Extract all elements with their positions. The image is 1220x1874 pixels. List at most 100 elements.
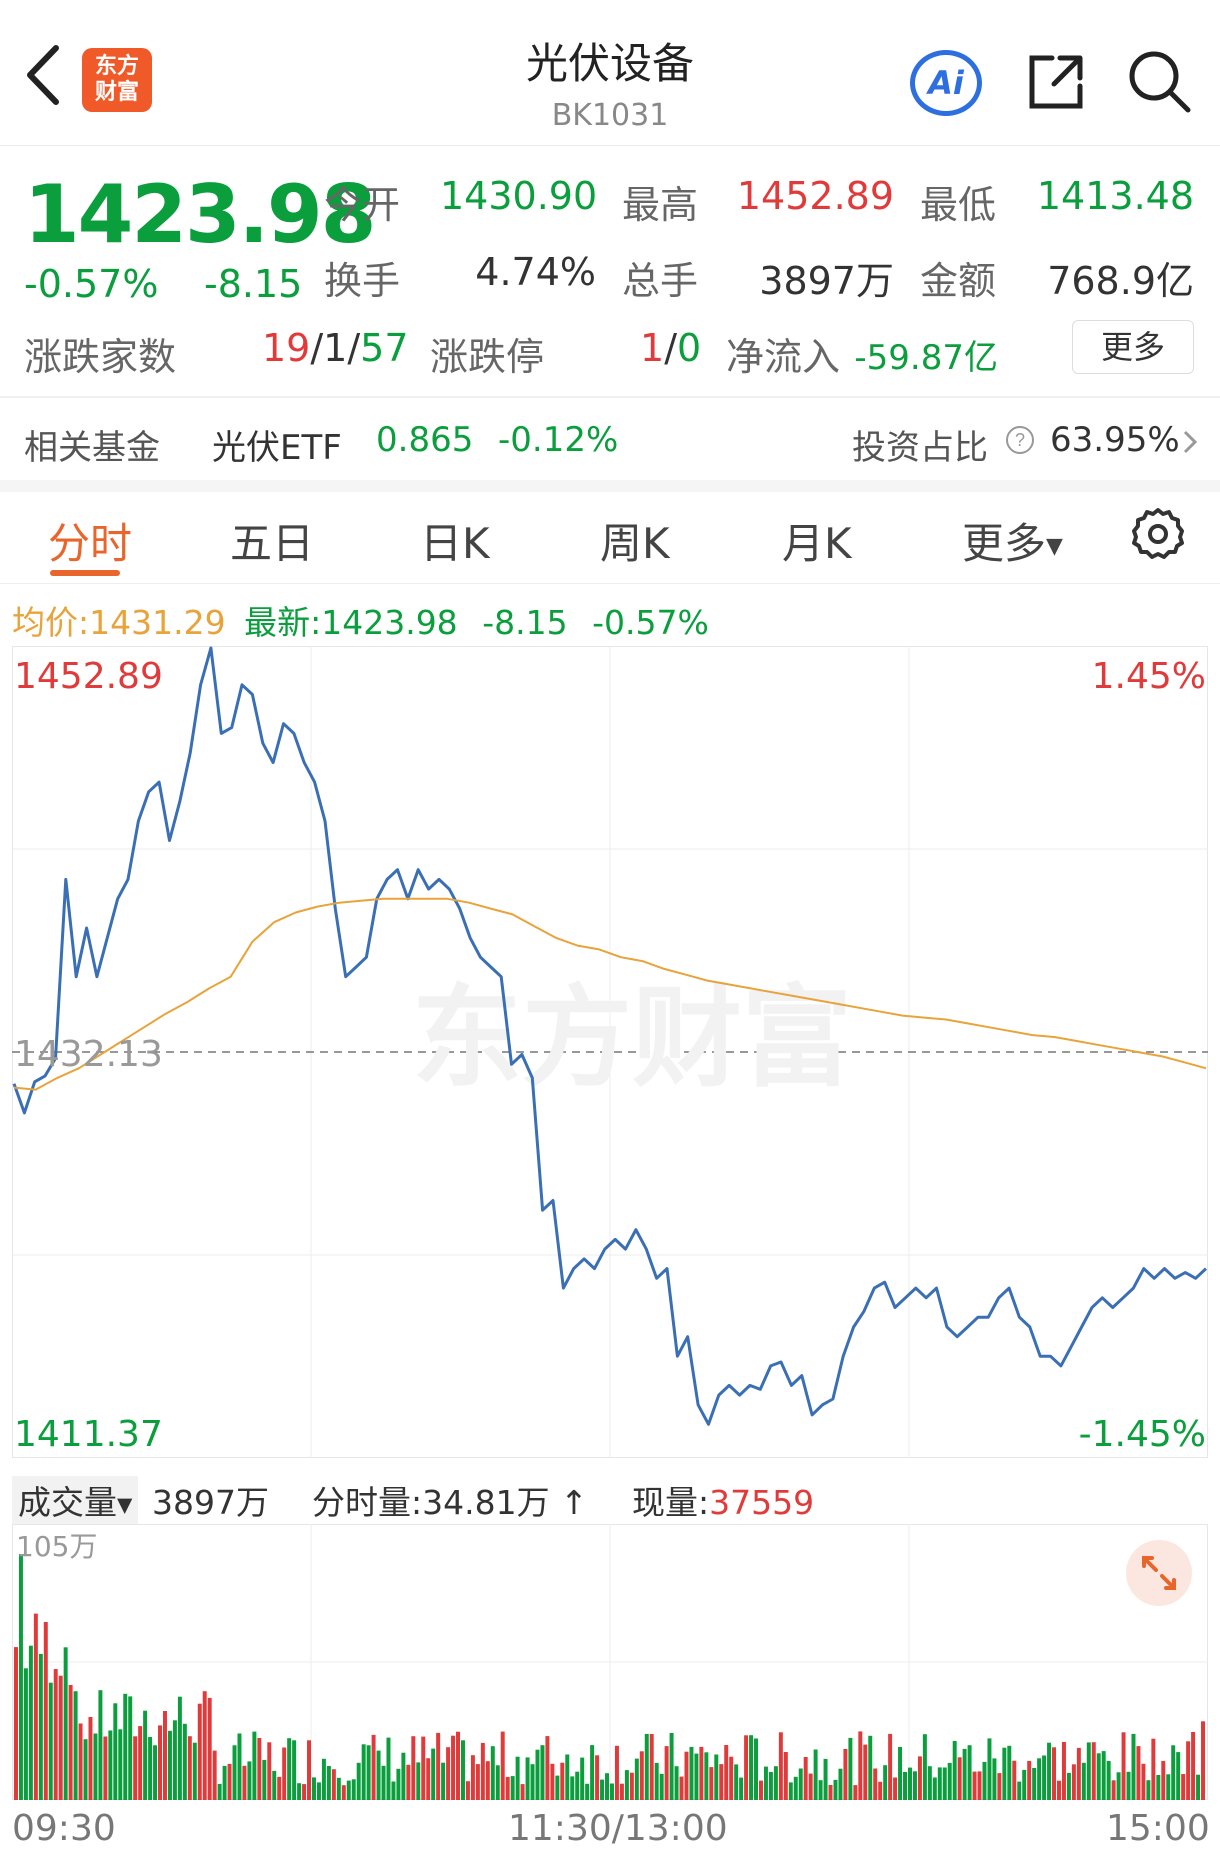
volume-bar [610,1783,614,1800]
volume-bar [947,1762,952,1800]
time-tick-close: 15:00 [1106,1808,1210,1849]
time-tick-open: 09:30 [12,1808,116,1849]
volume-bar [53,1669,58,1800]
y-axis-top-pct: 1.45% [1092,656,1206,697]
volume-bar [739,1777,744,1800]
volume-bar [1012,1760,1017,1800]
volume-bar [1146,1780,1151,1800]
related-fund-row[interactable]: 相关基金 光伏ETF 0.865 -0.12% 投资占比 ? 63.95% [0,410,1220,480]
turnover-value: 4.74% [475,250,596,294]
volume-bar [1181,1774,1186,1800]
tab-five-day[interactable]: 五日 [230,519,315,568]
breadth-label: 涨跌家数 [24,335,177,379]
volume-bar [1061,1742,1066,1800]
share-icon[interactable] [1024,50,1088,114]
top-bar: 东方 财富 光伏设备 BK1031 Ai [0,0,1220,146]
volume-bar [962,1748,967,1800]
ratio-label: 投资占比 [852,428,988,468]
volume-bar [679,1776,684,1800]
volume-bar [396,1768,401,1800]
volume-bar [510,1776,515,1800]
volume-bar [614,1745,619,1800]
volume-value: 3897万 [759,259,894,303]
volume-bar [813,1749,818,1800]
chevron-left-icon[interactable] [18,40,68,110]
volume-bar [674,1766,679,1800]
volume-bar [197,1703,202,1800]
volume-bar [68,1685,73,1800]
volume-bar [83,1739,88,1800]
volume-bar [550,1763,555,1800]
volume-bar [590,1745,595,1800]
volume-total: 3897万 [152,1483,269,1522]
volume-bar [202,1691,207,1800]
volume-bar [754,1738,758,1800]
volume-bar [903,1772,907,1800]
volume-bar [605,1773,609,1800]
volume-bar [644,1733,649,1800]
volume-bar [1111,1780,1116,1800]
volume-bar [1081,1762,1086,1800]
tab-more[interactable]: 更多▼ [962,519,1063,568]
volume-bar [1171,1745,1176,1800]
expand-icon[interactable] [1126,1540,1192,1606]
search-icon[interactable] [1126,48,1192,114]
volume-bar [1037,1758,1042,1800]
volume-bar [1196,1774,1201,1800]
divider [0,396,1220,398]
volume-bar [128,1696,133,1800]
more-button[interactable]: 更多 [1072,320,1194,374]
volume-bar [312,1777,316,1800]
latest-change: -8.15 [482,603,568,642]
gear-icon[interactable] [1128,504,1188,564]
volume-bar [406,1764,411,1800]
volume-bar [1096,1753,1101,1800]
volume-bar [1066,1772,1071,1800]
volume-bar [1141,1763,1146,1800]
volume-bar [634,1758,639,1800]
intraday-price-chart[interactable]: 东方财富 1452.89 1432.13 1411.37 1.45% -1.45… [12,646,1208,1458]
svg-text:?: ? [1015,430,1025,450]
volume-bar [33,1613,38,1800]
volume-bar [1166,1774,1171,1800]
avg-info-bar: 均价:1431.29 最新:1423.98 -8.15 -0.57% [12,603,709,642]
volume-bar [247,1761,252,1800]
volume-bar [232,1745,237,1800]
volume-bar [515,1756,520,1800]
volume-bar [73,1691,78,1800]
fund-name: 光伏ETF [212,428,342,468]
volume-bar [103,1736,108,1800]
ai-button[interactable]: Ai [910,50,982,116]
volume-selector[interactable]: 成交量▼ [12,1476,139,1524]
volume-bar [267,1742,272,1800]
volume-bar [709,1767,714,1800]
volume-bar [1091,1742,1096,1800]
volume-bar [654,1762,659,1800]
question-circle-icon[interactable]: ? [1004,424,1036,456]
tab-monthly-k[interactable]: 月K [782,519,852,568]
volume-bar [376,1750,381,1800]
volume-bar [500,1731,505,1800]
chart-tabs: 分时 五日 日K 周K 月K 更多▼ [0,492,1220,584]
volume-bar [316,1782,321,1800]
volume-bar [1071,1764,1076,1800]
volume-chart[interactable]: 105万 [12,1524,1208,1800]
volume-bar [58,1675,63,1800]
page-title: 光伏设备 [525,39,694,88]
volume-bar [1086,1742,1091,1800]
volume-bar [773,1766,778,1800]
volume-bar [48,1682,53,1800]
volume-bar [182,1723,187,1800]
volume-bar [217,1783,222,1800]
volume-bar [1116,1772,1121,1800]
volume-bar [1017,1781,1022,1800]
volume-bar [108,1730,113,1800]
volume-bar [277,1776,282,1800]
volume-bar [212,1750,217,1800]
volume-bar [391,1781,396,1800]
tab-intraday[interactable]: 分时 [48,519,133,568]
volume-bar [381,1765,386,1800]
tab-weekly-k[interactable]: 周K [600,519,670,568]
tab-daily-k[interactable]: 日K [420,519,490,568]
volume-bar [138,1726,143,1800]
